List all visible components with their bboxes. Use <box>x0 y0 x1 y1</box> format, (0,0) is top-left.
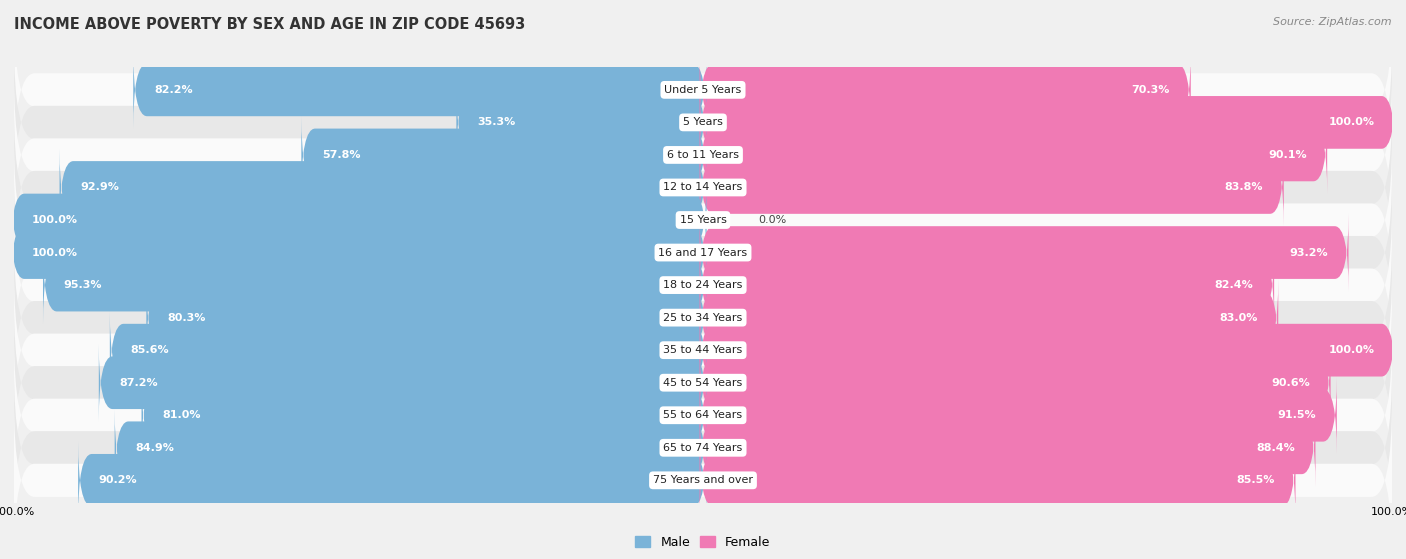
FancyBboxPatch shape <box>44 247 706 324</box>
FancyBboxPatch shape <box>14 139 1392 301</box>
Text: 85.6%: 85.6% <box>131 345 169 355</box>
Text: 15 Years: 15 Years <box>679 215 727 225</box>
Text: 100.0%: 100.0% <box>31 215 77 225</box>
Text: 83.0%: 83.0% <box>1219 312 1257 323</box>
FancyBboxPatch shape <box>14 334 1392 496</box>
FancyBboxPatch shape <box>146 279 706 356</box>
Text: 35 to 44 Years: 35 to 44 Years <box>664 345 742 355</box>
Text: 70.3%: 70.3% <box>1132 85 1170 95</box>
Text: 0.0%: 0.0% <box>758 215 786 225</box>
Legend: Male, Female: Male, Female <box>630 530 776 553</box>
Text: 85.5%: 85.5% <box>1236 475 1275 485</box>
Text: 5 Years: 5 Years <box>683 117 723 127</box>
Text: 75 Years and over: 75 Years and over <box>652 475 754 485</box>
Text: 45 to 54 Years: 45 to 54 Years <box>664 378 742 388</box>
Text: 18 to 24 Years: 18 to 24 Years <box>664 280 742 290</box>
Text: 16 and 17 Years: 16 and 17 Years <box>658 248 748 258</box>
FancyBboxPatch shape <box>700 409 1316 486</box>
FancyBboxPatch shape <box>700 344 1330 421</box>
Text: 82.4%: 82.4% <box>1215 280 1254 290</box>
Text: 57.8%: 57.8% <box>322 150 360 160</box>
FancyBboxPatch shape <box>14 367 1392 529</box>
Text: 55 to 64 Years: 55 to 64 Years <box>664 410 742 420</box>
FancyBboxPatch shape <box>115 409 706 486</box>
FancyBboxPatch shape <box>14 236 1392 399</box>
Text: INCOME ABOVE POVERTY BY SEX AND AGE IN ZIP CODE 45693: INCOME ABOVE POVERTY BY SEX AND AGE IN Z… <box>14 17 526 32</box>
Text: 35.3%: 35.3% <box>477 117 515 127</box>
Text: 25 to 34 Years: 25 to 34 Years <box>664 312 742 323</box>
Text: 100.0%: 100.0% <box>1329 117 1375 127</box>
Text: 95.3%: 95.3% <box>63 280 103 290</box>
Text: Under 5 Years: Under 5 Years <box>665 85 741 95</box>
FancyBboxPatch shape <box>14 74 1392 236</box>
Text: 92.9%: 92.9% <box>80 182 120 192</box>
Text: 90.6%: 90.6% <box>1271 378 1310 388</box>
Text: 80.3%: 80.3% <box>167 312 205 323</box>
FancyBboxPatch shape <box>700 247 1274 324</box>
FancyBboxPatch shape <box>134 51 706 129</box>
Text: 81.0%: 81.0% <box>162 410 201 420</box>
Text: 12 to 14 Years: 12 to 14 Years <box>664 182 742 192</box>
FancyBboxPatch shape <box>59 149 706 226</box>
Text: 91.5%: 91.5% <box>1278 410 1316 420</box>
FancyBboxPatch shape <box>700 51 1191 129</box>
FancyBboxPatch shape <box>700 442 1295 519</box>
Text: 6 to 11 Years: 6 to 11 Years <box>666 150 740 160</box>
FancyBboxPatch shape <box>142 377 706 454</box>
Text: 65 to 74 Years: 65 to 74 Years <box>664 443 742 453</box>
FancyBboxPatch shape <box>14 269 1392 431</box>
FancyBboxPatch shape <box>14 106 1392 268</box>
FancyBboxPatch shape <box>98 344 706 421</box>
Text: 90.2%: 90.2% <box>98 475 138 485</box>
Text: 88.4%: 88.4% <box>1256 443 1295 453</box>
FancyBboxPatch shape <box>700 214 1348 291</box>
Text: 100.0%: 100.0% <box>31 248 77 258</box>
FancyBboxPatch shape <box>14 172 1392 334</box>
Text: 82.2%: 82.2% <box>153 85 193 95</box>
FancyBboxPatch shape <box>700 84 1395 161</box>
FancyBboxPatch shape <box>301 116 706 193</box>
FancyBboxPatch shape <box>11 181 706 259</box>
FancyBboxPatch shape <box>110 311 706 389</box>
FancyBboxPatch shape <box>14 41 1392 203</box>
FancyBboxPatch shape <box>11 214 706 291</box>
FancyBboxPatch shape <box>700 149 1284 226</box>
Text: 93.2%: 93.2% <box>1289 248 1327 258</box>
Text: 83.8%: 83.8% <box>1225 182 1263 192</box>
Text: 90.1%: 90.1% <box>1268 150 1306 160</box>
FancyBboxPatch shape <box>700 279 1278 356</box>
FancyBboxPatch shape <box>79 442 706 519</box>
FancyBboxPatch shape <box>700 116 1327 193</box>
Text: 84.9%: 84.9% <box>135 443 174 453</box>
FancyBboxPatch shape <box>700 311 1395 389</box>
Text: Source: ZipAtlas.com: Source: ZipAtlas.com <box>1274 17 1392 27</box>
Text: 87.2%: 87.2% <box>120 378 157 388</box>
FancyBboxPatch shape <box>700 377 1337 454</box>
FancyBboxPatch shape <box>14 9 1392 171</box>
Text: 100.0%: 100.0% <box>1329 345 1375 355</box>
FancyBboxPatch shape <box>14 204 1392 366</box>
FancyBboxPatch shape <box>457 84 706 161</box>
FancyBboxPatch shape <box>14 399 1392 559</box>
FancyBboxPatch shape <box>14 302 1392 464</box>
